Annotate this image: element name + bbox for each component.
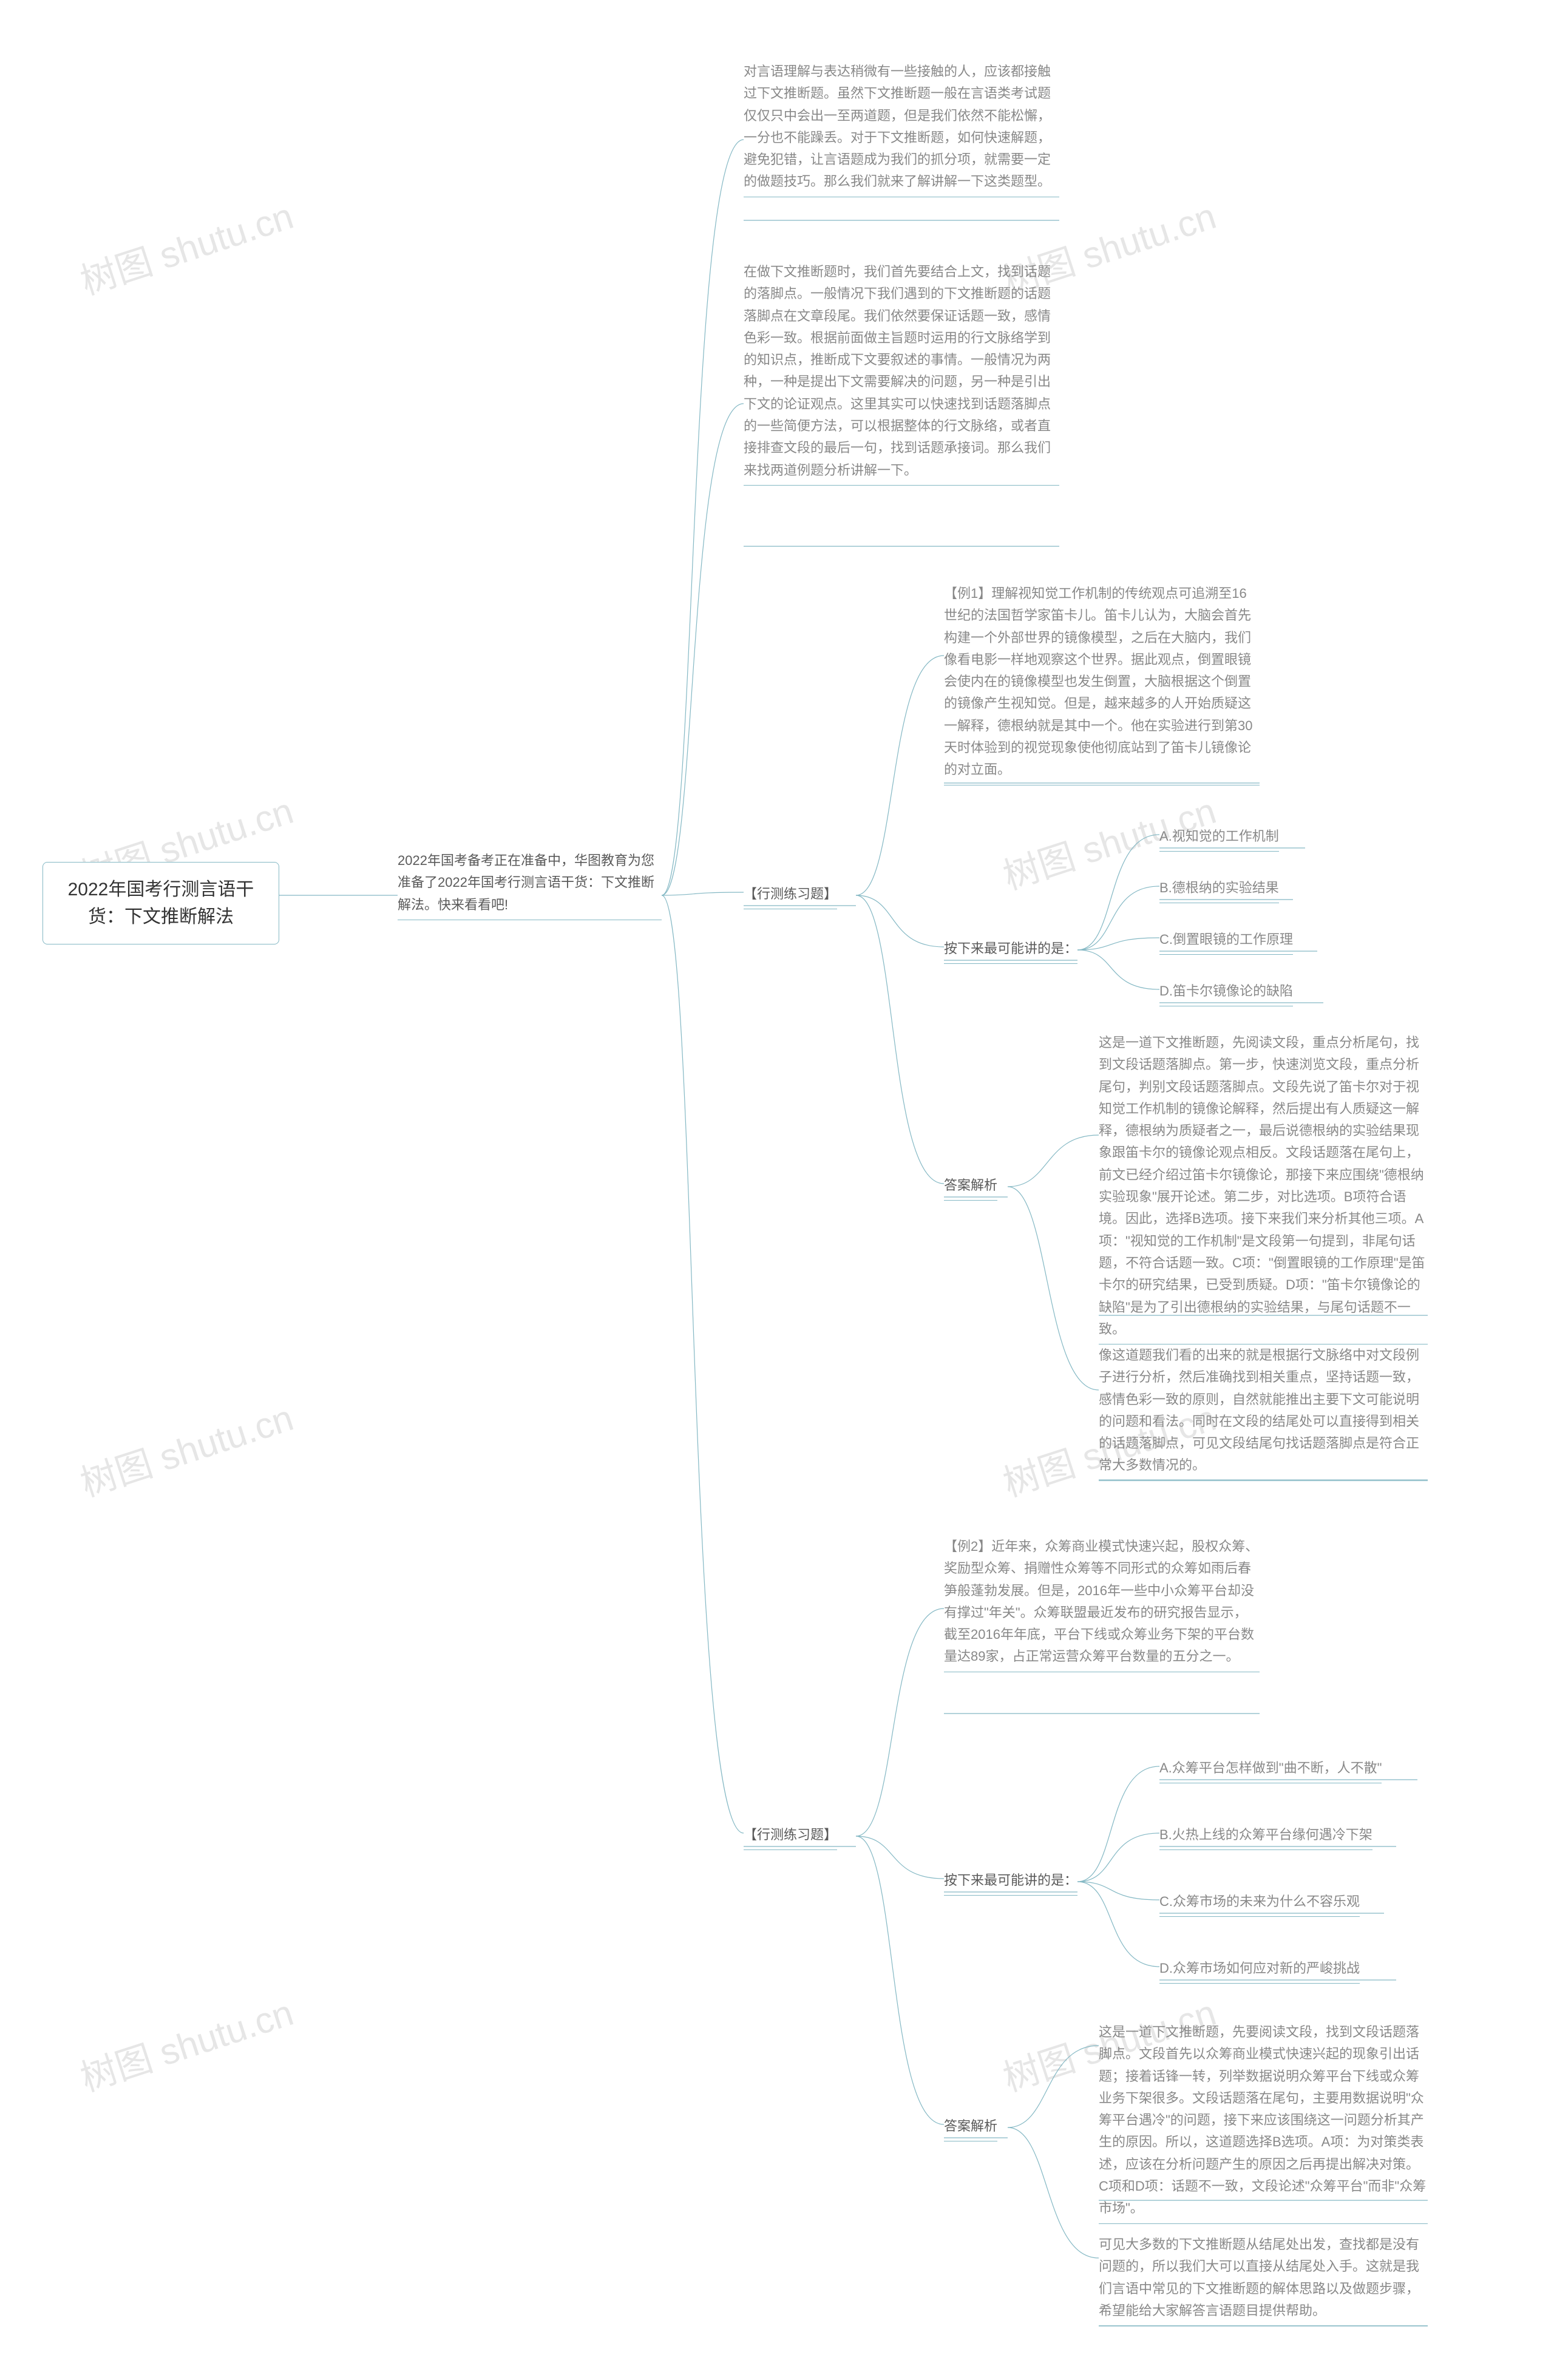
practice2-example: 【例2】近年来，众筹商业模式快速兴起，股权众筹、奖励型众筹、捐赠性众筹等不同形式… bbox=[944, 1536, 1260, 1672]
mindmap-canvas: 2022年国考行测言语干货：下文推断解法 2022年国考备考正在准备中，华图教育… bbox=[0, 0, 1554, 2380]
practice1-analysis-label: 答案解析 bbox=[944, 1175, 997, 1201]
practice1-option-d: D.笛卡尔镜像论的缺陷 bbox=[1159, 980, 1293, 1006]
practice1-option-a: A.视知觉的工作机制 bbox=[1159, 826, 1279, 852]
practice1-option-b: B.德根纳的实验结果 bbox=[1159, 877, 1279, 903]
practice1-option-c: C.倒置眼镜的工作原理 bbox=[1159, 929, 1293, 955]
practice2-option-a: A.众筹平台怎样做到"曲不断，人不散" bbox=[1159, 1757, 1382, 1783]
paragraph-method: 在做下文推断题时，我们首先要结合上文，找到话题的落脚点。一般情况下我们遇到的下文… bbox=[744, 261, 1059, 486]
practice2-option-d: D.众筹市场如何应对新的严峻挑战 bbox=[1159, 1958, 1360, 1984]
practice1-example: 【例1】理解视知觉工作机制的传统观点可追溯至16世纪的法国哲学家笛卡儿。笛卡儿认… bbox=[944, 583, 1260, 785]
intro-node: 2022年国考备考正在准备中，华图教育为您准备了2022年国考行测言语干货：下文… bbox=[398, 850, 662, 920]
practice2-label: 【行测练习题】 bbox=[744, 1824, 837, 1850]
practice1-label: 【行测练习题】 bbox=[744, 883, 837, 909]
paragraph-context: 对言语理解与表达稍微有一些接触的人，应该都接触过下文推断题。虽然下文推断题一般在… bbox=[744, 61, 1059, 197]
practice2-analysis1: 这是一道下文推断题，先要阅读文段，找到文段话题落脚点。文段首先以众筹商业模式快速… bbox=[1099, 2021, 1428, 2224]
practice2-option-b: B.火热上线的众筹平台缘何遇冷下架 bbox=[1159, 1824, 1372, 1850]
practice2-analysis-label: 答案解析 bbox=[944, 2115, 997, 2141]
practice2-option-c: C.众筹市场的未来为什么不容乐观 bbox=[1159, 1891, 1360, 1917]
practice1-question: 按下来最可能讲的是： bbox=[944, 938, 1077, 964]
root-node: 2022年国考行测言语干货：下文推断解法 bbox=[42, 862, 279, 944]
practice2-question: 按下来最可能讲的是： bbox=[944, 1870, 1077, 1896]
practice1-analysis1: 这是一道下文推断题，先阅读文段，重点分析尾句，找到文段话题落脚点。第一步，快速浏… bbox=[1099, 1032, 1428, 1344]
practice1-analysis2: 像这道题我们看的出来的就是根据行文脉络中对文段例子进行分析，然后准确找到相关重点… bbox=[1099, 1344, 1428, 1481]
practice2-analysis2: 可见大多数的下文推断题从结尾处出发，查找都是没有问题的，所以我们大可以直接从结尾… bbox=[1099, 2234, 1428, 2326]
